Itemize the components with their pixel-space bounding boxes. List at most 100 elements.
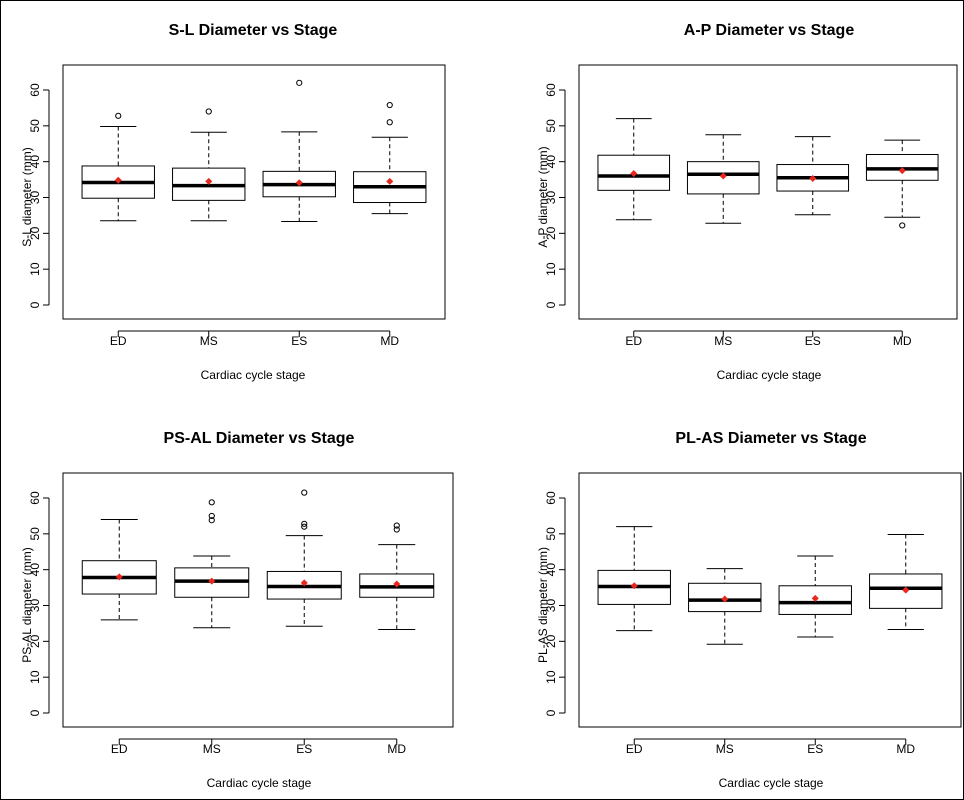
panel-ps-al: PS-AL Diameter vs Stage Cardiac cycle st… bbox=[20, 430, 454, 790]
y-tick-label: 0 bbox=[28, 709, 42, 716]
y-tick-label: 60 bbox=[28, 83, 42, 97]
y-tick-label: 40 bbox=[28, 563, 42, 577]
x-axis-label: Cardiac cycle stage bbox=[719, 776, 824, 790]
x-tick-label: MS bbox=[203, 742, 221, 756]
box-ed bbox=[597, 118, 671, 221]
x-tick-label: ED bbox=[111, 742, 128, 756]
panel-pl-as: PL-AS Diameter vs Stage Cardiac cycle st… bbox=[536, 430, 962, 790]
y-axis-label: A-P diameter (mm) bbox=[536, 146, 550, 247]
mean-marker bbox=[208, 577, 216, 585]
mean-marker bbox=[115, 573, 123, 581]
mean-marker bbox=[386, 177, 394, 185]
y-tick-label: 20 bbox=[28, 226, 42, 240]
y-tick-label: 50 bbox=[544, 119, 558, 133]
chart-title: PL-AS Diameter vs Stage bbox=[675, 430, 866, 447]
mean-marker bbox=[902, 586, 910, 594]
plot-frame bbox=[578, 64, 958, 320]
outlier-point bbox=[899, 222, 906, 229]
outlier-point bbox=[208, 499, 215, 506]
mean-marker bbox=[721, 595, 729, 603]
outlier-point bbox=[205, 108, 212, 115]
y-tick-label: 30 bbox=[544, 191, 558, 205]
y-tick-label: 0 bbox=[28, 301, 42, 308]
x-tick-label: MD bbox=[893, 334, 912, 348]
x-tick-label: ES bbox=[291, 334, 307, 348]
y-tick-label: 50 bbox=[28, 119, 42, 133]
box-ms bbox=[174, 499, 250, 629]
y-tick-label: 0 bbox=[544, 709, 558, 716]
x-tick-label: MS bbox=[714, 334, 732, 348]
iqr-box bbox=[869, 573, 943, 609]
y-tick-label: 20 bbox=[544, 634, 558, 648]
y-tick-label: 40 bbox=[544, 563, 558, 577]
x-tick-label: MS bbox=[716, 742, 734, 756]
plot-area: 0 10 20 30 40 50 60 ED MS ES MD bbox=[544, 64, 958, 348]
mean-marker bbox=[300, 579, 308, 587]
chart-title: PS-AL Diameter vs Stage bbox=[164, 430, 355, 447]
x-axis-label: Cardiac cycle stage bbox=[201, 368, 306, 382]
plot-area: 0 10 20 30 40 50 60 ED MS ES MD bbox=[28, 64, 446, 348]
box-md bbox=[353, 101, 427, 215]
y-axis-label: S-L diameter (mm) bbox=[20, 147, 34, 247]
y-tick-label: 10 bbox=[544, 262, 558, 276]
y-tick-label: 30 bbox=[28, 191, 42, 205]
chart-title: A-P Diameter vs Stage bbox=[684, 22, 855, 39]
y-tick-label: 20 bbox=[544, 226, 558, 240]
box-md bbox=[865, 139, 939, 229]
x-tick-label: ES bbox=[807, 742, 823, 756]
plot-area: 0 10 20 30 40 50 60 ED MS ES MD bbox=[28, 472, 454, 756]
outlier-point bbox=[301, 520, 308, 527]
y-tick-label: 20 bbox=[28, 634, 42, 648]
box-ed bbox=[81, 519, 157, 621]
outlier-point bbox=[393, 522, 400, 529]
plot-frame bbox=[578, 472, 962, 728]
x-tick-label: MD bbox=[380, 334, 399, 348]
x-tick-label: MD bbox=[896, 742, 915, 756]
y-tick-label: 40 bbox=[28, 155, 42, 169]
mean-marker bbox=[898, 167, 906, 175]
box-ms bbox=[172, 108, 246, 222]
y-tick-label: 60 bbox=[544, 491, 558, 505]
box-es bbox=[778, 555, 852, 638]
y-tick-label: 60 bbox=[28, 491, 42, 505]
mean-marker bbox=[393, 580, 401, 588]
y-tick-label: 30 bbox=[544, 599, 558, 613]
y-tick-label: 10 bbox=[28, 262, 42, 276]
box-md bbox=[869, 534, 943, 631]
x-tick-label: MS bbox=[200, 334, 218, 348]
y-tick-label: 40 bbox=[544, 155, 558, 169]
x-tick-label: ED bbox=[110, 334, 127, 348]
box-es bbox=[776, 136, 850, 216]
box-es bbox=[262, 79, 336, 223]
y-axis-label: PS-AL diameter (mm) bbox=[20, 547, 34, 663]
x-tick-label: ES bbox=[805, 334, 821, 348]
mean-marker bbox=[205, 177, 213, 185]
x-tick-label: MD bbox=[387, 742, 406, 756]
y-tick-label: 50 bbox=[544, 527, 558, 541]
mean-marker bbox=[630, 582, 638, 590]
box-md bbox=[359, 522, 435, 631]
y-tick-label: 10 bbox=[544, 670, 558, 684]
outlier-point bbox=[208, 512, 215, 520]
outlier-point bbox=[386, 101, 393, 109]
chart-title: S-L Diameter vs Stage bbox=[169, 22, 338, 39]
outlier-point bbox=[393, 526, 400, 533]
mean-marker bbox=[811, 594, 819, 602]
y-tick-label: 60 bbox=[544, 83, 558, 97]
x-tick-label: ED bbox=[626, 742, 643, 756]
mean-marker bbox=[719, 172, 727, 180]
outlier-point bbox=[115, 112, 122, 119]
mean-marker bbox=[630, 169, 638, 177]
x-tick-label: ES bbox=[296, 742, 312, 756]
y-tick-label: 0 bbox=[544, 301, 558, 308]
y-tick-label: 50 bbox=[28, 527, 42, 541]
y-tick-label: 30 bbox=[28, 599, 42, 613]
mean-marker bbox=[809, 175, 817, 183]
box-es bbox=[266, 489, 342, 627]
plot-area: 0 10 20 30 40 50 60 ED MS ES MD bbox=[544, 472, 962, 756]
y-axis-label: PL-AS diameter (mm) bbox=[536, 547, 550, 663]
box-ms bbox=[688, 568, 762, 645]
outlier-point bbox=[301, 489, 308, 496]
